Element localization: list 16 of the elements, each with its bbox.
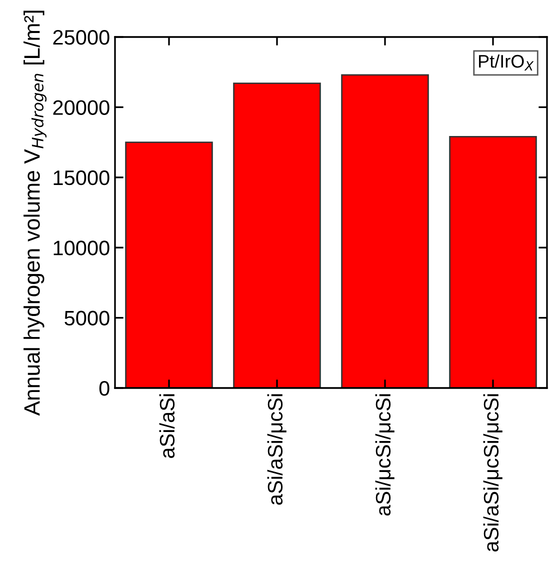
bar [233, 82, 321, 388]
y-tick-label: 0 [99, 381, 110, 396]
annotation: Pt/IrO$_{X}$ [479, 54, 534, 70]
x-tick-label: aSi/aSi/μcSi/μcSi [483, 394, 502, 552]
x-tick-label: aSi/aSi [159, 394, 175, 458]
y-tick-label: 5000 [64, 310, 110, 326]
x-tick-label: aSi/μcSi/μcSi [375, 394, 394, 516]
y-tick-label: 20000 [53, 100, 110, 115]
y-tick-label: 25000 [53, 30, 110, 45]
y-tick-label: 10000 [54, 240, 110, 256]
bar [341, 74, 429, 388]
y-tick-label: 15000 [54, 170, 110, 186]
x-tick-label: aSi/aSi/μcSi [267, 394, 286, 505]
bar [125, 142, 213, 388]
y-axis-title: Annual hydrogen volume V$_{Hydrogen}$ [L/m²] [24, 10, 47, 416]
bar [449, 136, 537, 388]
